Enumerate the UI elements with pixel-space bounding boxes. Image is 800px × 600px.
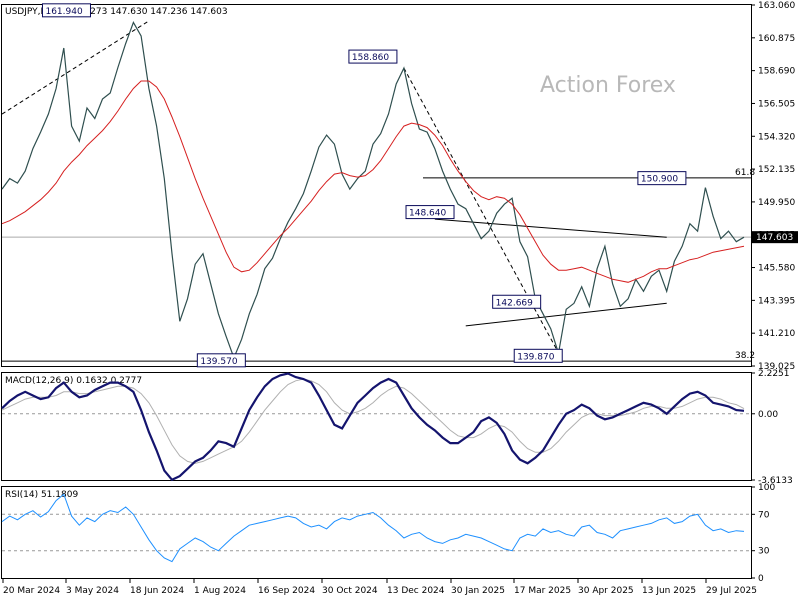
macd-label: MACD(12,26,9) 0.1632 0.2777 — [5, 376, 142, 386]
price-annotation-label: 139.570 — [200, 357, 237, 367]
annotations: 161.940 158.860 148.640 150.900 142.669 139.5… — [41, 3, 687, 368]
rsi-tick-label: 30 — [758, 547, 770, 557]
price-panel — [1, 4, 752, 367]
trend-line — [1, 20, 150, 115]
last-price-tag — [752, 231, 798, 244]
rsi-line — [1, 493, 745, 563]
price-annotation-label: 142.669 — [496, 298, 533, 308]
price-annotation-box — [405, 205, 455, 220]
time-tick-label: 13 Dec 2024 — [387, 586, 445, 596]
macd-tick-label: 0.00 — [758, 410, 778, 420]
rsi-lines — [1, 493, 751, 563]
macd-lines — [1, 372, 751, 482]
price-tick-label: 141.210 — [758, 329, 795, 339]
time-tick-label: 29 Jul 2025 — [706, 586, 757, 596]
time-tick-label: 18 Jun 2024 — [130, 586, 184, 596]
time-tick-label: 20 Mar 2024 — [3, 586, 60, 596]
ohlc-text: 147.273 147.630 147.236 147.603 — [70, 7, 227, 17]
time-axis: 20 Mar 2024 3 May 2024 18 Jun 2024 1 Aug 20… — [2, 579, 757, 596]
price-grid: 61.8 38.2 — [1, 20, 755, 362]
price-annotation-label: 150.900 — [641, 175, 678, 185]
price-series-line — [1, 20, 745, 360]
symbol-label: USDJPY,Daily 147.273 147.630 147.236 147… — [5, 7, 228, 17]
time-tick-label: 1 Aug 2024 — [194, 586, 246, 596]
macd-tick-label: 2.2251 — [758, 369, 790, 379]
macd-tick-label: -3.6133 — [758, 476, 793, 486]
rsi-tick-label: 100 — [758, 483, 775, 493]
price-annotation-box — [637, 171, 687, 186]
price-tick-label: 152.135 — [758, 165, 795, 175]
time-tick-label: 3 May 2024 — [66, 586, 119, 596]
time-tick-label: 30 Oct 2024 — [322, 586, 378, 596]
symbol-text: USDJPY,Daily — [5, 7, 64, 17]
price-tick-label: 149.950 — [758, 198, 795, 208]
trend-line — [465, 302, 667, 327]
time-tick-label: 30 Apr 2025 — [578, 586, 634, 596]
watermark: Action Forex — [540, 73, 676, 98]
trend-line — [403, 67, 559, 354]
price-tick-label: 143.395 — [758, 296, 795, 306]
price-tick-label: 158.690 — [758, 67, 795, 77]
time-tick-label: 16 Sep 2024 — [258, 586, 315, 596]
macd-panel — [1, 372, 752, 481]
price-tick-label: 163.060 — [758, 1, 795, 11]
fib-618-label: 61.8 — [735, 168, 755, 178]
rsi-panel — [1, 486, 752, 579]
rsi-axis: 100 70 30 0 — [751, 483, 775, 584]
rsi-tick-label: 70 — [758, 510, 770, 520]
price-annotation-box — [348, 49, 398, 64]
rsi-label: RSI(14) 51.1809 — [5, 490, 78, 500]
price-axis: 163.060 160.875 158.690 156.505 154.320 152.1… — [751, 1, 798, 372]
price-annotation-label: 148.640 — [409, 209, 446, 219]
price-annotation-label: 158.860 — [352, 53, 389, 63]
fib-382-label: 38.2 — [735, 351, 755, 361]
macd-main-line — [1, 372, 745, 482]
price-annotation-label: 161.940 — [45, 7, 82, 17]
time-tick-label: 17 Mar 2025 — [514, 586, 571, 596]
time-tick-label: 13 Jun 2025 — [642, 586, 696, 596]
price-annotation-label: 139.870 — [517, 352, 554, 362]
time-tick-label: 30 Jan 2025 — [451, 586, 505, 596]
price-annotation-box — [196, 353, 246, 368]
macd-axis: 2.2251 0.00 -3.6133 — [751, 369, 793, 486]
price-tick-label: 139.025 — [758, 362, 795, 372]
price-annotation-box — [41, 3, 91, 18]
price-tick-label: 145.580 — [758, 264, 795, 274]
trend-line — [434, 218, 667, 238]
price-lines — [1, 20, 745, 360]
last-price-label: 147.603 — [756, 233, 793, 243]
price-tick-label: 160.875 — [758, 34, 795, 44]
price-annotation-box — [492, 294, 542, 309]
price-annotation-box — [513, 348, 563, 363]
price-tick-label: 156.505 — [758, 99, 795, 109]
price-tick-label: 154.320 — [758, 132, 795, 142]
moving-average-line — [1, 80, 745, 283]
rsi-tick-label: 0 — [758, 574, 764, 584]
